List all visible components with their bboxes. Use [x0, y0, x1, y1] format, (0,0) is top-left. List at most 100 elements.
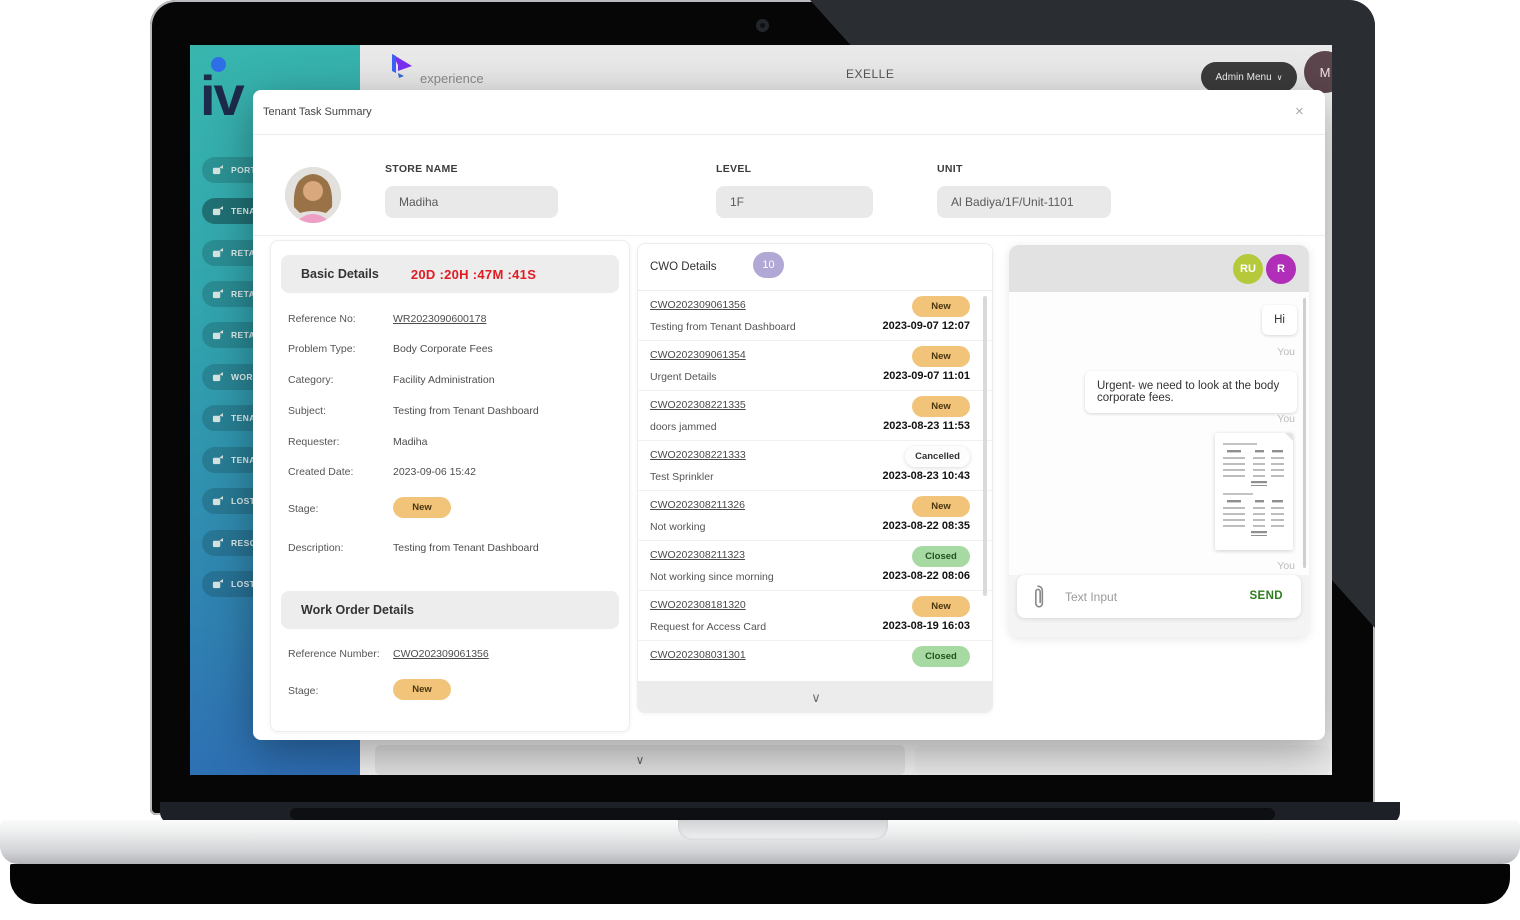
sidebar-item-label: RETAILE [231, 289, 270, 299]
cwo-ref-link[interactable]: CWO202309061356 [650, 299, 746, 311]
app-window: experience EXELLE Admin Menu ∨ M iv PORT… [190, 45, 1332, 775]
chat-avatar-ru: RU [1233, 254, 1263, 284]
cwo-list-item[interactable]: CWO202309061356 New Testing from Tenant … [638, 291, 992, 341]
field-value: Facility Administration [393, 374, 495, 386]
send-button[interactable]: SEND [1249, 590, 1283, 602]
cwo-list-item[interactable]: CWO202309061354 New Urgent Details 2023-… [638, 341, 992, 391]
page-expand-bar[interactable]: ∨ [375, 745, 905, 775]
basic-details-title: Basic Details [301, 267, 379, 281]
cwo-list-item[interactable]: CWO202308221335 New doors jammed 2023-08… [638, 391, 992, 441]
laptop-screen-bezel: experience EXELLE Admin Menu ∨ M iv PORT… [150, 0, 1375, 815]
level-field[interactable]: 1F [716, 186, 873, 218]
webcam-icon [756, 19, 769, 32]
cwo-ref-link[interactable]: CWO202308031301 [650, 649, 746, 661]
sidebar-item-label: PORTFO [231, 165, 269, 175]
message-icon [212, 288, 223, 298]
cwo-ref-link[interactable]: CWO202308221333 [650, 449, 746, 461]
message-icon [212, 578, 223, 588]
admin-menu-label: Admin Menu [1215, 71, 1272, 83]
sidebar-item-label: TENANT [231, 455, 268, 465]
message-icon [212, 537, 223, 547]
field-label: Stage: [288, 685, 319, 697]
store-name-label: STORE NAME [385, 163, 458, 175]
experience-logo-text: experience [420, 71, 484, 86]
tenant-avatar [285, 167, 341, 223]
cwo-description: Urgent Details [650, 371, 717, 383]
field-label: Reference Number: [288, 648, 380, 660]
document-thumbnail-image [1223, 433, 1293, 536]
text-input-placeholder[interactable]: Text Input [1065, 590, 1118, 604]
reference-no-link[interactable]: WR2023090600178 [393, 313, 487, 325]
cwo-timestamp: 2023-09-07 12:07 [882, 320, 970, 332]
status-badge: New [912, 596, 970, 617]
message-icon [212, 371, 223, 381]
work-order-reference-link[interactable]: CWO202309061356 [393, 648, 489, 660]
chevron-down-icon: ∨ [635, 753, 645, 767]
unit-field[interactable]: Al Badiya/1F/Unit-1101 [937, 186, 1111, 218]
message-icon [212, 412, 223, 422]
sidebar-item-label: RETAILE [231, 330, 270, 340]
cwo-list-item[interactable]: CWO202308221333 Cancelled Test Sprinkler… [638, 441, 992, 491]
field-label: Category: [288, 374, 334, 386]
cwo-timestamp: 2023-09-07 11:01 [883, 370, 970, 382]
cwo-list-item[interactable]: CWO202308211326 New Not working 2023-08-… [638, 491, 992, 541]
field-value: Testing from Tenant Dashboard [393, 405, 539, 417]
cwo-list-item[interactable]: CWO202308031301 Closed [638, 641, 992, 681]
cwo-ref-link[interactable]: CWO202308211326 [650, 499, 745, 511]
cwo-ref-link[interactable]: CWO202309061354 [650, 349, 746, 361]
brand-logo-dot [211, 57, 226, 72]
basic-details-header: Basic Details 20D :20H :47M :41S [281, 255, 619, 293]
brand-logo-text: iv [200, 64, 245, 127]
cwo-expand-footer[interactable]: ∨ [638, 681, 992, 712]
field-label: Subject: [288, 405, 326, 417]
cwo-timestamp: 2023-08-23 10:43 [882, 470, 970, 482]
chat-avatar-r: R [1266, 254, 1296, 284]
paperclip-icon[interactable] [1029, 584, 1047, 610]
store-name-field[interactable]: Madiha [385, 186, 558, 218]
experience-logo-icon [392, 54, 412, 78]
admin-menu-button[interactable]: Admin Menu ∨ [1201, 62, 1297, 92]
work-order-title: Work Order Details [301, 603, 415, 617]
attachment-thumbnail[interactable] [1215, 433, 1293, 550]
message-sender-label: You [1277, 413, 1295, 425]
cwo-list-item[interactable]: CWO202308211323 Closed Not working since… [638, 541, 992, 591]
modal-titlebar: Tenant Task Summary × [253, 90, 1325, 135]
field-label: Reference No: [288, 313, 356, 325]
laptop-lid-notch [678, 820, 888, 840]
modal-title: Tenant Task Summary [263, 106, 372, 118]
scrollbar[interactable] [983, 296, 987, 596]
cwo-timestamp: 2023-08-19 16:03 [882, 620, 970, 632]
header-center-title: EXELLE [846, 67, 895, 81]
chat-header: RU R [1009, 245, 1309, 292]
cwo-count-badge: 10 [753, 252, 784, 278]
tenant-task-summary-modal: Tenant Task Summary × STORE NAME Madiha … [253, 90, 1325, 740]
sidebar-item-label: RESOU [231, 538, 264, 548]
cwo-list: CWO202309061356 New Testing from Tenant … [638, 291, 992, 681]
unit-label: UNIT [937, 163, 963, 175]
cwo-description: Request for Access Card [650, 621, 767, 633]
message-icon [212, 164, 223, 174]
cwo-description: Not working [650, 521, 706, 533]
description-value: Testing from Tenant Dashboard [393, 542, 539, 554]
chat-input-bar[interactable]: Text Input SEND [1017, 575, 1301, 618]
field-label: Stage: [288, 503, 319, 515]
field-label: Description: [288, 542, 344, 554]
cwo-ref-link[interactable]: CWO202308221335 [650, 399, 746, 411]
app-header: experience EXELLE Admin Menu ∨ M [360, 45, 1332, 93]
page-background-card [915, 745, 1330, 775]
field-label: Created Date: [288, 466, 354, 478]
cwo-ref-link[interactable]: CWO202308181320 [650, 599, 746, 611]
scrollbar[interactable] [1303, 298, 1306, 568]
message-icon [212, 454, 223, 464]
cwo-list-item[interactable]: CWO202308181320 New Request for Access C… [638, 591, 992, 641]
laptop-base-shadow [10, 864, 1510, 904]
status-badge: New [912, 296, 970, 317]
message-icon [212, 247, 223, 257]
cwo-description: Testing from Tenant Dashboard [650, 321, 796, 333]
close-icon[interactable]: × [1295, 103, 1304, 120]
field-label: Requester: [288, 436, 340, 448]
user-avatar[interactable]: M [1304, 51, 1332, 93]
cwo-details-card: CWO Details 10 CWO202309061356 New Testi… [637, 243, 993, 713]
cwo-ref-link[interactable]: CWO202308211323 [650, 549, 745, 561]
message-icon [212, 205, 223, 215]
